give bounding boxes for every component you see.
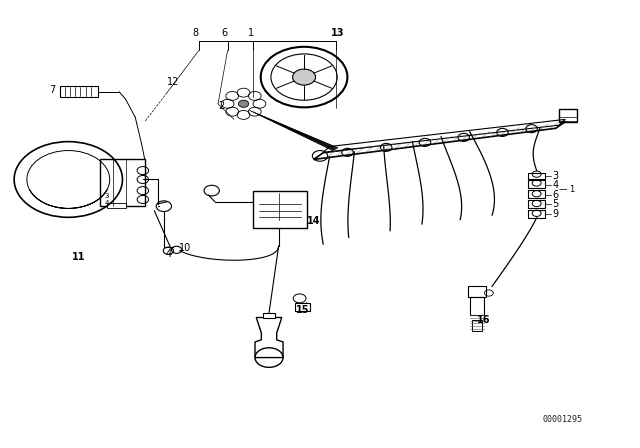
Bar	[253, 190, 307, 228]
Bar	[472, 320, 483, 331]
Bar	[529, 210, 545, 218]
Text: 6: 6	[221, 28, 227, 38]
Bar	[262, 314, 275, 318]
Bar	[559, 109, 577, 122]
Bar	[529, 190, 545, 198]
Text: 3: 3	[552, 171, 559, 181]
Bar	[60, 86, 99, 97]
Polygon shape	[255, 318, 283, 358]
Text: 6: 6	[552, 190, 559, 200]
Text: 11: 11	[72, 252, 85, 263]
Text: 16: 16	[477, 315, 490, 325]
Text: 13: 13	[331, 28, 344, 38]
Bar	[470, 297, 484, 315]
Text: — 1: — 1	[559, 185, 575, 194]
Polygon shape	[323, 119, 565, 152]
Bar	[529, 200, 545, 208]
Text: 1: 1	[248, 28, 254, 38]
Bar	[529, 173, 545, 180]
Circle shape	[292, 69, 316, 85]
Text: 4: 4	[104, 200, 109, 206]
Text: 3: 3	[104, 193, 109, 198]
Text: 15: 15	[296, 305, 310, 315]
Text: 4: 4	[552, 180, 559, 190]
Text: 9: 9	[552, 209, 559, 219]
Bar	[529, 181, 545, 188]
Text: 4: 4	[166, 249, 172, 259]
Text: 12: 12	[167, 77, 179, 86]
Bar	[468, 286, 486, 297]
Text: 00001295: 00001295	[542, 415, 582, 424]
Circle shape	[239, 100, 248, 108]
Text: 14: 14	[307, 216, 321, 226]
Bar	[294, 303, 310, 311]
Text: 7: 7	[49, 86, 56, 95]
Text: 8: 8	[193, 28, 198, 38]
Text: 10: 10	[179, 243, 191, 254]
Bar	[100, 159, 145, 206]
Text: 2: 2	[218, 101, 224, 111]
Bar	[106, 203, 125, 208]
Text: 5: 5	[552, 199, 559, 209]
Polygon shape	[314, 121, 565, 159]
